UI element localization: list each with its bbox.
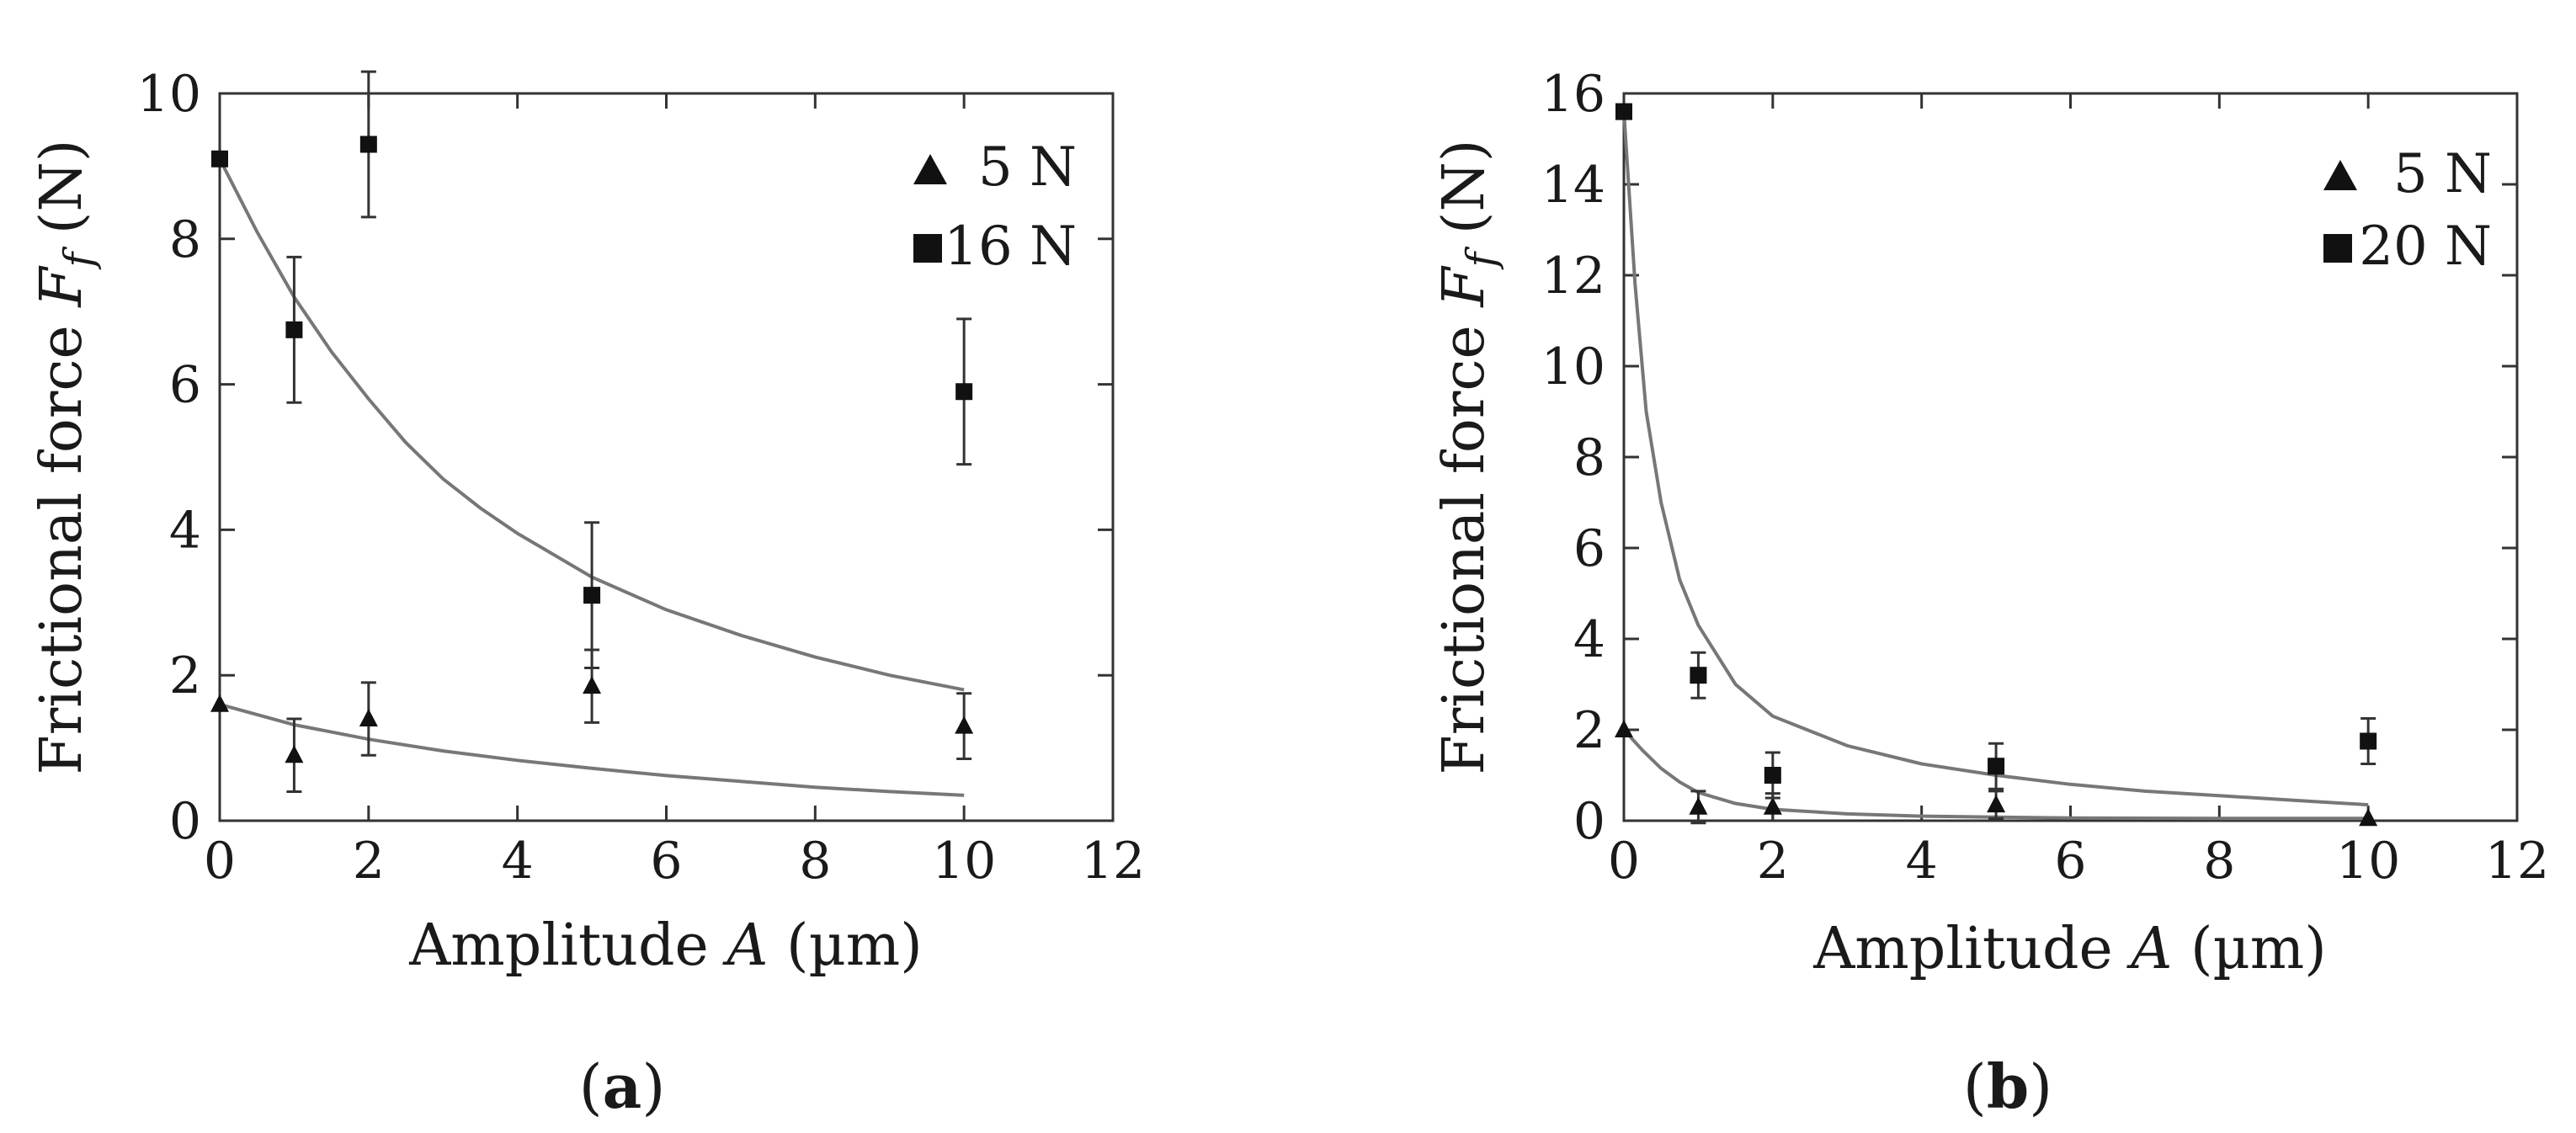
data-point-square: [1690, 667, 1707, 684]
legend-label-20n-b: 20 N: [2359, 215, 2492, 278]
x-tick-label: 2: [1757, 832, 1789, 891]
y-tick-label: 8: [1573, 428, 1605, 487]
y-tick-label: 6: [169, 356, 201, 415]
legend-label-5n-a: 5 N: [978, 136, 1077, 199]
legend-label-5n-b: 5 N: [2393, 143, 2492, 205]
data-point-square: [955, 383, 973, 401]
data-point-square: [583, 587, 601, 604]
data-point-square: [2360, 732, 2377, 750]
data-point-triangle: [1689, 796, 1708, 815]
panel-label-b: (b): [1963, 1051, 2053, 1122]
x-tick-label: 10: [2336, 832, 2400, 891]
y-axis-label-a: Frictional force Ff (N): [29, 140, 103, 775]
panel-label-a: (a): [579, 1051, 666, 1122]
fit-curve-high-load: [218, 157, 965, 692]
x-tick-label: 4: [502, 832, 534, 891]
y-tick-label: 10: [137, 65, 201, 124]
x-tick-label: 6: [650, 832, 682, 891]
x-tick-label: 8: [799, 832, 831, 891]
fit-curves-a: [218, 157, 965, 797]
tick-marks-a: [218, 92, 1115, 822]
data-point-triangle: [1615, 720, 1633, 737]
legend-label-16n-a: 16 N: [944, 215, 1077, 278]
fit-curve-low-load: [219, 702, 965, 797]
legend-marker-triangle-a: [913, 154, 947, 184]
y-tick-label: 16: [1541, 65, 1605, 124]
y-tick-label: 6: [1573, 519, 1605, 578]
legend-a: 5 N 16 N: [913, 136, 1077, 278]
data-point-triangle: [1763, 796, 1782, 815]
y-tick-label: 2: [1573, 701, 1605, 760]
data-point-triangle: [1987, 795, 2006, 813]
legend-marker-triangle-b: [2323, 160, 2357, 190]
legend-marker-square-b: [2323, 234, 2352, 263]
x-tick-label: 4: [1906, 832, 1938, 891]
y-tick-label: 12: [1541, 247, 1605, 306]
fit-curve-high-load: [1622, 111, 2369, 807]
plot-frame-b: [1622, 92, 2519, 822]
fit-curves-b: [1622, 111, 2369, 821]
data-point-square: [211, 150, 228, 168]
data-point-square: [1615, 103, 1632, 120]
data-point-triangle: [583, 676, 602, 694]
y-tick-label: 10: [1541, 338, 1605, 396]
x-axis-label-a: Amplitude A (µm): [408, 912, 923, 979]
y-tick-label: 0: [1573, 792, 1605, 851]
data-point-triangle: [2359, 808, 2378, 827]
x-tick-label: 12: [2485, 832, 2549, 891]
x-tick-label: 12: [1081, 832, 1145, 891]
data-point-square: [359, 136, 377, 153]
plot-frame-a: [218, 92, 1115, 822]
tick-marks-b: [1622, 92, 2519, 822]
legend-b: 5 N 20 N: [2323, 143, 2492, 278]
data-points-a: [210, 70, 974, 793]
x-axis-label-b: Amplitude A (µm): [1812, 916, 2327, 982]
y-tick-label: 4: [1573, 610, 1605, 669]
y-axis-label-b: Frictional force Ff (N): [1431, 140, 1505, 775]
data-point-square: [1764, 767, 1781, 784]
y-tick-label: 4: [169, 501, 201, 560]
data-points-b: [1615, 103, 2378, 827]
x-tick-label: 2: [353, 832, 385, 891]
y-tick-label: 2: [169, 646, 201, 705]
tick-labels-b: 0 2 4 6 8 10 12 0 2 4 6 8 10 12 14 16: [1541, 65, 2550, 891]
data-point-triangle: [955, 715, 974, 734]
data-point-triangle: [285, 745, 304, 763]
x-tick-label: 0: [1608, 832, 1640, 891]
legend-marker-square-a: [913, 234, 942, 263]
data-point-triangle: [359, 709, 378, 727]
data-point-square: [285, 321, 303, 338]
x-tick-label: 10: [932, 832, 996, 891]
tick-labels-a: 0 2 4 6 8 10 12 0 2 4 6 8 10: [137, 65, 1146, 891]
x-tick-label: 8: [2203, 832, 2235, 891]
x-tick-label: 6: [2054, 832, 2086, 891]
y-tick-label: 14: [1541, 156, 1605, 215]
y-tick-label: 8: [169, 210, 201, 269]
chart-panel-a: 0 2 4 6 8 10 12 0 2 4 6 8 10 Amplitude A (µm) Fricti…: [29, 65, 1145, 1122]
y-tick-label: 0: [169, 792, 201, 851]
data-point-square: [1988, 758, 2005, 775]
data-point-triangle: [210, 694, 229, 712]
x-tick-label: 0: [204, 832, 236, 891]
